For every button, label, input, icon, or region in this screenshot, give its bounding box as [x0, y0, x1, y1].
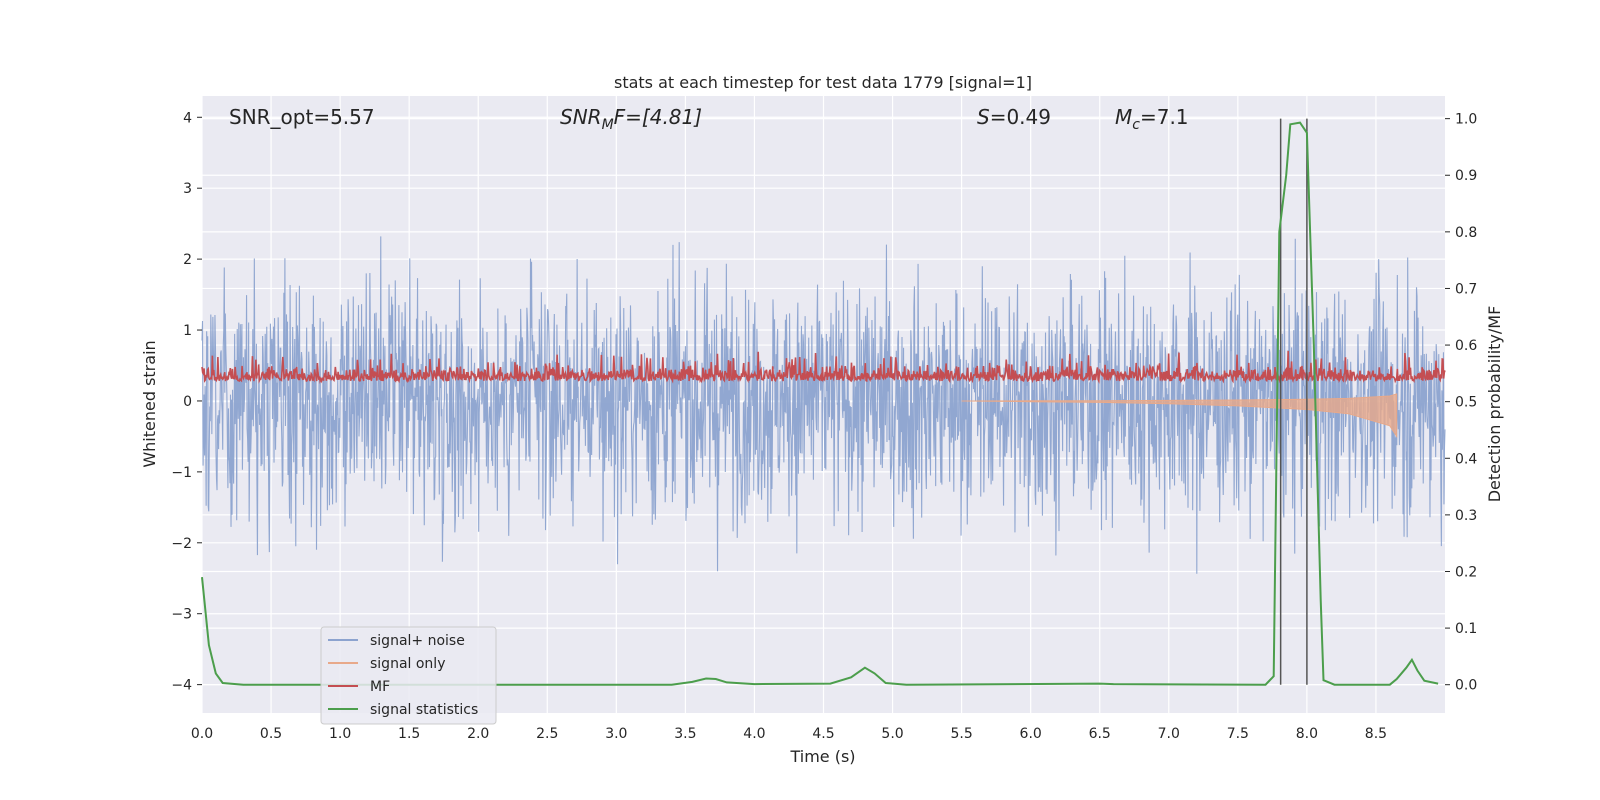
x-tick-label: 6.0: [1020, 726, 1042, 742]
y2-tick-label: 0.8: [1455, 225, 1477, 241]
x-tick-label: 5.0: [881, 726, 903, 742]
mf-series: [201, 350, 1446, 385]
annotation-snr-mf-rest: F=[4.81]: [614, 105, 702, 129]
x-tick-label: 7.5: [1227, 726, 1249, 742]
x-tick-label: 2.0: [467, 726, 489, 742]
signal-only-series: [961, 393, 1398, 439]
mf-line: [201, 350, 1446, 385]
y-tick-label: 2: [183, 252, 192, 268]
y-tick-label: 0: [183, 394, 192, 410]
x-tick-label: 8.0: [1296, 726, 1318, 742]
x-tick-label: 3.5: [674, 726, 696, 742]
x-tick-label: 2.5: [536, 726, 558, 742]
y-tick-label: 3: [183, 181, 192, 197]
annotation-mc: Mc=7.1: [1115, 105, 1189, 133]
annotation-mc-rest: =7.1: [1140, 105, 1189, 129]
annotation-snr-mf-sub: M: [602, 117, 614, 133]
y-tick-label: −3: [171, 607, 192, 623]
signal-only-line: [961, 393, 1398, 439]
annotation-s-main: S: [977, 105, 990, 129]
x-tick-label: 5.5: [950, 726, 972, 742]
legend-label-signal-noise: signal+ noise: [370, 633, 465, 649]
y2-tick-label: 0.9: [1455, 168, 1477, 184]
legend-box: [320, 626, 497, 725]
y-tick-label: 4: [183, 110, 192, 126]
y2-tick-label: 1.0: [1455, 112, 1477, 128]
x-tick-label: 1.5: [398, 726, 420, 742]
y2-tick-label: 0.0: [1455, 678, 1477, 694]
grid: [201, 96, 1445, 713]
x-tick-label: 7.0: [1158, 726, 1180, 742]
y-tick-label: −4: [171, 678, 192, 694]
x-tick-label: 6.5: [1089, 726, 1111, 742]
y-tick-label: −1: [171, 465, 192, 481]
annotation-s: S=0.49: [977, 105, 1051, 129]
legend-label-signal-only: signal only: [370, 656, 445, 672]
annotation-snr-mf-main: SNR: [560, 105, 602, 129]
y2-axis-label: Detection probability/MF: [1485, 306, 1504, 503]
x-tick-label: 0.0: [191, 726, 213, 742]
y-tick-label: −2: [171, 536, 192, 552]
chart-title: stats at each timestep for test data 177…: [614, 73, 1032, 92]
y2-tick-label: 0.4: [1455, 451, 1477, 467]
x-tick-label: 0.5: [260, 726, 282, 742]
y2-tick-label: 0.5: [1455, 395, 1477, 411]
signal-statistics-series: [201, 121, 1439, 686]
y2-axis-ticks: 0.0 0.1 0.2 0.3 0.4 0.5 0.6 0.7 0.8 0.9 1.0: [1445, 112, 1477, 694]
x-tick-label: 4.5: [812, 726, 834, 742]
legend-label-mf: MF: [370, 679, 390, 695]
y-axis-label: Whitened strain: [140, 340, 159, 467]
y2-tick-label: 0.6: [1455, 338, 1477, 354]
annotation-s-rest: =0.49: [990, 105, 1051, 129]
x-axis-label: Time (s): [789, 747, 855, 766]
y2-tick-label: 0.1: [1455, 621, 1477, 637]
annotation-snr-mf: SNRMF=[4.81]: [560, 105, 702, 133]
y2-tick-label: 0.3: [1455, 508, 1477, 524]
y2-tick-label: 0.2: [1455, 564, 1477, 580]
signal-noise-line: [201, 236, 1446, 574]
x-tick-label: 3.0: [605, 726, 627, 742]
annotation-mc-main: M: [1115, 105, 1132, 129]
legend: signal+ noise signal only MF signal stat…: [320, 626, 497, 725]
annotation-mc-sub: c: [1132, 117, 1140, 133]
y-tick-label: 1: [183, 323, 192, 339]
x-tick-label: 8.5: [1365, 726, 1387, 742]
signal-statistics-line: [201, 121, 1439, 686]
x-axis-ticks: 0.0 0.5 1.0 1.5 2.0 2.5 3.0 3.5 4.0 4.5 5.0 5.5 6.0 6…: [191, 726, 1387, 742]
annotation-snr-opt: SNR_opt=5.57: [229, 105, 375, 129]
signal-noise-series: [201, 236, 1446, 574]
y-axis-ticks: −4 −3 −2 −1 0 1 2 3 4: [171, 110, 202, 694]
x-tick-label: 1.0: [329, 726, 351, 742]
y2-tick-label: 0.7: [1455, 281, 1477, 297]
legend-label-signal-statistics: signal statistics: [370, 702, 478, 718]
x-tick-label: 4.0: [743, 726, 765, 742]
